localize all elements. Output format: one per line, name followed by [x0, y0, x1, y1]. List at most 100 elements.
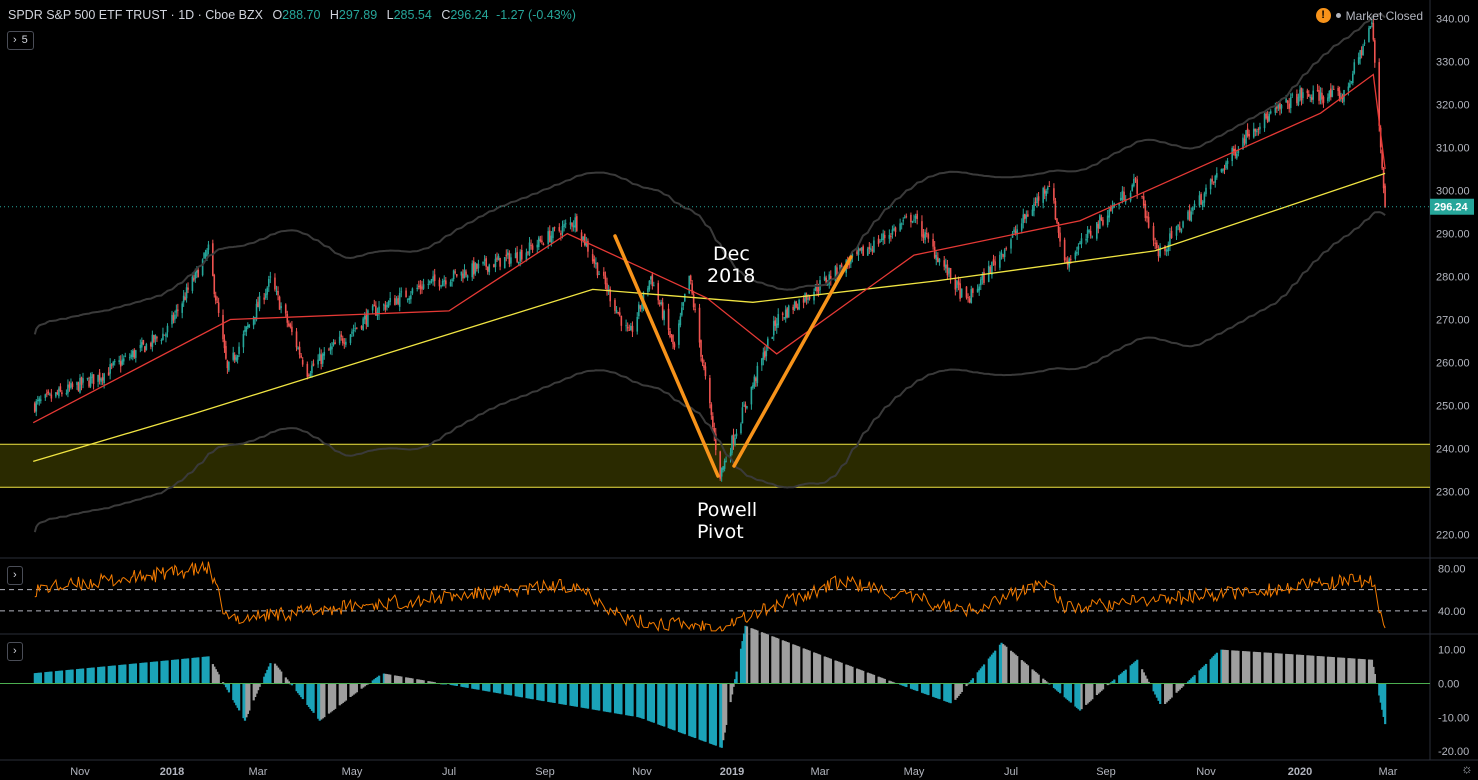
histogram-bar	[994, 650, 997, 684]
candle-body	[384, 305, 387, 310]
candle-body	[743, 405, 745, 407]
candle-body	[184, 297, 186, 300]
price-tick-label: 260.00	[1436, 358, 1470, 370]
candle-body	[746, 406, 748, 409]
candle-body	[50, 394, 53, 399]
histogram-bar	[1100, 683, 1103, 691]
candle-body	[1085, 238, 1087, 241]
histogram-bar	[771, 636, 774, 684]
histogram-bar	[682, 683, 685, 734]
histogram-bar	[1091, 683, 1094, 700]
candle-body	[375, 305, 377, 316]
histogram-bar	[86, 668, 89, 684]
candle-body	[79, 377, 81, 393]
histogram-bar	[1188, 679, 1191, 684]
candle-body	[113, 361, 116, 363]
histogram-bar	[949, 683, 952, 704]
histogram-bar	[828, 658, 831, 684]
histogram-bar	[1316, 655, 1319, 684]
candle-body	[538, 237, 540, 248]
settings-gear-icon[interactable]: ☼	[1461, 761, 1473, 776]
candle-body	[156, 337, 158, 339]
candle-body	[1190, 211, 1193, 222]
candle-body	[596, 262, 599, 276]
candle-body	[1274, 107, 1277, 113]
histogram-bar	[550, 683, 553, 703]
histogram-bar	[1057, 683, 1060, 692]
histogram-bar	[385, 674, 389, 684]
market-status[interactable]: ! Market Closed	[1315, 8, 1423, 23]
candle-body	[617, 312, 619, 314]
histogram-bar	[417, 679, 420, 684]
indicators-toggle-button[interactable]: › 5	[7, 31, 34, 50]
candle-body	[503, 257, 506, 269]
histogram-bar	[1065, 683, 1068, 699]
histogram-bar	[551, 683, 555, 703]
candle-body	[860, 247, 863, 251]
candle-body	[1167, 244, 1170, 252]
histogram-bar	[1257, 652, 1260, 684]
price-tick-label: 310.00	[1436, 143, 1470, 155]
candle-body	[341, 338, 344, 344]
candle-body	[703, 364, 705, 368]
candle-body	[38, 398, 41, 402]
histogram-bar	[252, 683, 255, 701]
histogram-bar	[698, 683, 701, 740]
histogram-bar	[278, 669, 281, 684]
histogram-pane-toggle-button[interactable]: ›	[7, 642, 23, 661]
candle-body	[1347, 86, 1350, 91]
candle-body	[937, 257, 939, 263]
candle-body	[1074, 252, 1077, 259]
symbol-title[interactable]: SPDR S&P 500 ETF TRUST · 1D · Cboe BZX	[8, 8, 263, 22]
candle-body	[1363, 42, 1366, 44]
histogram-bar	[187, 658, 190, 684]
candle-body	[663, 311, 665, 321]
histogram-bar	[1312, 655, 1315, 684]
histogram-bar	[798, 646, 801, 684]
candle-body	[1106, 215, 1109, 226]
histogram-bar	[848, 665, 851, 684]
candle-body	[1042, 187, 1044, 203]
histogram-bar	[175, 659, 178, 684]
candle-body	[1237, 149, 1240, 154]
candle-body	[264, 293, 267, 298]
histogram-bar	[711, 683, 715, 745]
histogram-bar	[613, 683, 617, 714]
candle-body	[1316, 90, 1319, 92]
warning-icon[interactable]: !	[1315, 8, 1331, 23]
candle-body	[722, 466, 724, 470]
candle-body	[257, 301, 259, 308]
histogram-bar	[855, 668, 859, 684]
rsi-pane-toggle-button[interactable]: ›	[7, 566, 23, 585]
candle-body	[1000, 252, 1003, 255]
histogram-tick-label: 10.00	[1438, 645, 1466, 657]
histogram-bar	[128, 664, 131, 684]
histogram-bar	[1167, 683, 1170, 701]
histogram-bar	[378, 675, 381, 684]
histogram-bar	[92, 667, 95, 684]
candle-body	[877, 238, 880, 245]
histogram-bar	[525, 683, 528, 699]
histogram-bar	[879, 677, 882, 684]
histogram-bar	[1340, 657, 1343, 684]
histogram-bar	[585, 683, 588, 709]
time-tick-label: Mar	[1379, 766, 1398, 778]
candle-body	[408, 297, 411, 301]
histogram-bar	[998, 644, 1002, 684]
histogram-bar	[56, 670, 59, 684]
histogram-bar	[60, 670, 64, 684]
candle-body	[277, 291, 279, 296]
candle-body	[274, 277, 276, 290]
candle-body	[1220, 169, 1223, 172]
histogram-bar	[393, 675, 397, 684]
candle-body	[784, 309, 787, 319]
histogram-bar	[1155, 683, 1159, 698]
candle-body	[58, 388, 60, 397]
histogram-bar	[700, 683, 703, 741]
candle-body	[496, 257, 498, 260]
time-tick-label: May	[342, 766, 363, 778]
candle-body	[321, 354, 324, 364]
candle-body	[67, 384, 69, 394]
candle-body	[630, 325, 632, 331]
